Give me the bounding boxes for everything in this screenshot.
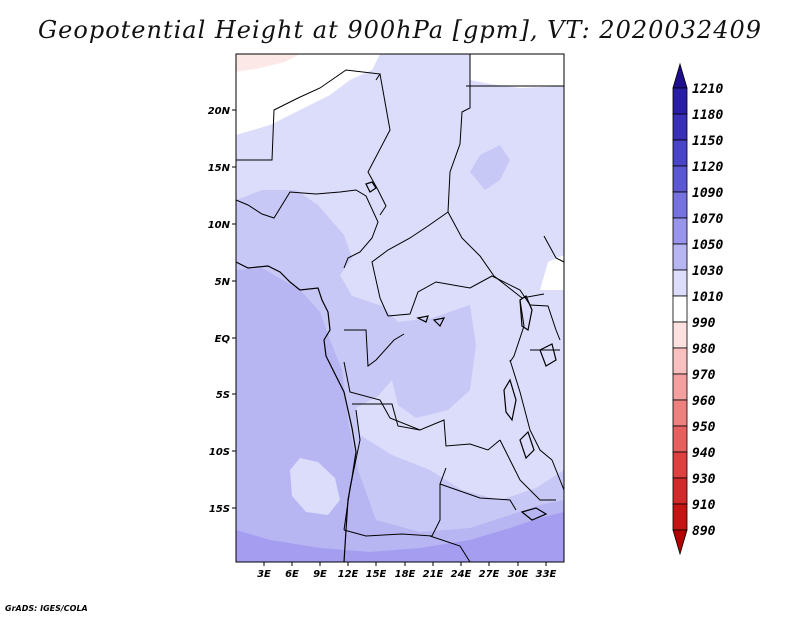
lon-tick-9E: 9E [313,569,327,580]
colorbar-cell [672,269,688,297]
map-frame [235,53,565,563]
colorbar-cell [672,451,688,479]
lon-tick-3E: 3E [257,569,271,580]
shade-lavender-sudan [470,145,510,190]
cbar-label-890: 890 [692,524,716,539]
lon-tick-27E: 27E [479,569,500,580]
cbar-label-970: 970 [692,368,716,383]
lat-tick-5N: 5N [215,277,231,288]
colorbar-cell [672,425,688,453]
cbar-label-1070: 1070 [692,212,723,227]
cbar-label-1050: 1050 [692,238,723,253]
cbar-label-990: 990 [692,316,716,331]
lon-tick-33E: 33E [536,569,557,580]
cbar-label-1030: 1030 [692,264,723,279]
lakes [365,181,557,521]
colorbar-cell [672,139,688,167]
shade-white-northeast [470,54,564,88]
cbar-label-940: 940 [692,446,716,461]
country-borders [235,54,565,563]
colorbar-cell [672,321,688,349]
cbar-label-980: 980 [692,342,716,357]
grads-credit: GrADS: IGES/COLA [5,604,88,613]
cbar-label-1120: 1120 [692,160,723,175]
colorbar-cell [672,217,688,245]
cbar-label-1010: 1010 [692,290,723,305]
shade-deep-south [236,512,564,562]
cbar-label-1210: 1210 [692,82,723,97]
colorbar: 1210 1180 1150 1120 1090 1070 1050 1030 … [672,62,723,556]
lon-tick-24E: 24E [451,569,472,580]
map-panel: 20N 15N 10N 5N EQ 5S 10S 15S 3E 6E 9E [208,53,565,580]
colorbar-cell [672,165,688,193]
colorbar-cell [672,347,688,375]
lon-tick-21E: 21E [423,569,444,580]
lon-tick-30E: 30E [508,569,529,580]
colorbar-cells [672,62,688,556]
colorbar-cell [672,477,688,505]
colorbar-cap-top [672,62,688,89]
colorbar-cell [672,373,688,401]
lat-tick-10S: 10S [209,447,230,458]
lon-axis: 3E 6E 9E 12E 15E 18E 21E 24E 27E 30E 33E [257,562,557,580]
colorbar-cap-bottom [672,529,688,556]
lon-tick-12E: 12E [338,569,359,580]
colorbar-cell [672,399,688,427]
colorbar-cell [672,295,688,323]
shade-light-blob-south [290,458,340,515]
coastline [235,261,357,563]
colorbar-cell [672,191,688,219]
shade-pink-corner [236,54,300,72]
colorbar-cell [672,87,688,115]
shade-white-east [540,255,564,290]
cbar-label-960: 960 [692,394,716,409]
lat-tick-20N: 20N [208,106,231,117]
lat-tick-5S: 5S [216,390,230,401]
cbar-label-910: 910 [692,498,716,513]
lon-tick-18E: 18E [395,569,416,580]
cbar-label-1180: 1180 [692,108,723,123]
colorbar-cell [672,113,688,141]
shade-lavender-congo [400,325,470,400]
colorbar-cell [672,503,688,531]
cbar-label-950: 950 [692,420,716,435]
lat-tick-10N: 10N [208,220,231,231]
chart-title: Geopotential Height at 900hPa [gpm], VT:… [38,16,762,44]
lat-axis: 20N 15N 10N 5N EQ 5S 10S 15S [208,106,236,515]
colorbar-labels: 1210 1180 1150 1120 1090 1070 1050 1030 … [692,82,723,539]
lon-tick-6E: 6E [285,569,299,580]
lon-tick-15E: 15E [366,569,387,580]
lat-tick-EQ: EQ [215,334,231,345]
shade-white-north [236,54,380,135]
cbar-label-930: 930 [692,472,716,487]
cbar-label-1150: 1150 [692,134,723,149]
cbar-label-1090: 1090 [692,186,723,201]
colorbar-cell [672,243,688,271]
lat-tick-15S: 15S [209,504,230,515]
lat-tick-15N: 15N [208,163,231,174]
